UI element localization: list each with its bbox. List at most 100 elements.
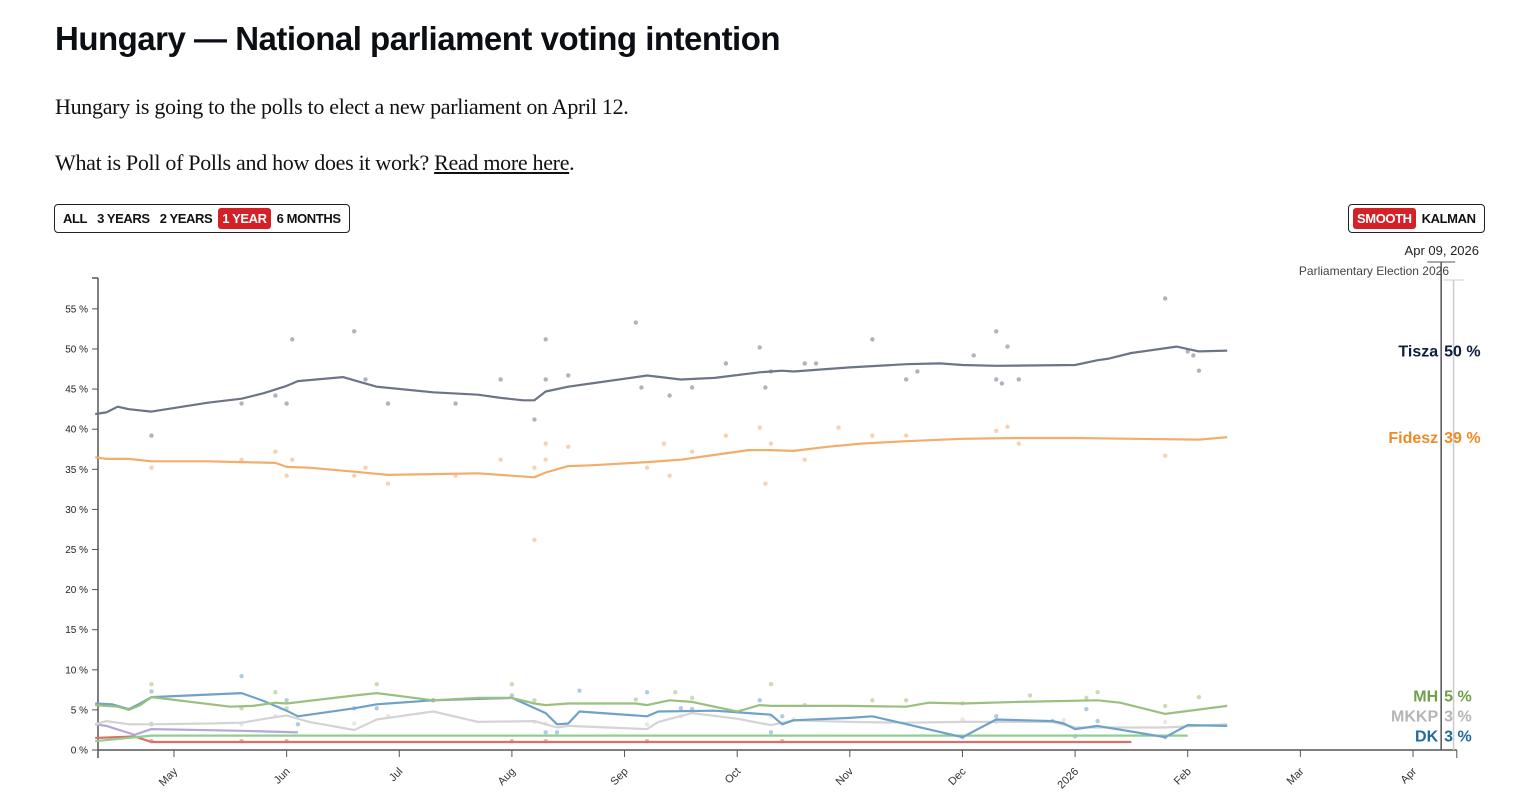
range-selector: ALL 3 YEARS 2 YEARS 1 YEAR 6 MONTHS — [54, 204, 350, 233]
poll-dot-mh — [532, 698, 537, 703]
poll-dot-mh — [673, 690, 678, 695]
poll-dot-mh — [149, 682, 154, 687]
poll-dot-fidesz — [689, 449, 695, 454]
poll-dot-tisza — [273, 393, 278, 398]
poll-dot-tisza — [1191, 353, 1196, 358]
range-1-year-button[interactable]: 1 YEAR — [218, 208, 271, 229]
poll-dot-fidesz — [543, 441, 548, 446]
end-label-tisza-name: Tisza — [1398, 344, 1438, 361]
poll-dot-tisza — [543, 337, 548, 342]
poll-dot-mkkp — [644, 722, 650, 727]
poll-dot-fidesz — [723, 433, 729, 438]
poll-dot-mh — [768, 682, 774, 687]
end-label-mh-value: 5 % — [1444, 688, 1472, 705]
poll-dot-tisza — [352, 329, 357, 334]
poll-dot-fidesz — [1163, 453, 1168, 458]
poll-dot-tisza — [633, 320, 639, 325]
poll-dot-tisza — [239, 401, 244, 406]
end-label-fidesz-value: 39 % — [1444, 430, 1480, 447]
poll-dot-fidesz — [543, 457, 548, 462]
y-tick-label: 40 % — [65, 425, 88, 436]
poll-dot-tisza — [385, 401, 391, 406]
poll-dot-dk — [1095, 718, 1100, 724]
poll-dot-dk — [554, 730, 560, 735]
poll-dot-fidesz — [644, 465, 650, 470]
x-tick-label: Nov — [834, 765, 857, 788]
poll-dot-tisza — [566, 373, 571, 378]
x-tick-label: Jun — [272, 766, 293, 787]
poll-dot-tisza — [689, 385, 695, 390]
poll-dot-tisza — [723, 361, 729, 366]
poll-dot-dk — [644, 690, 650, 695]
x-tick-label: May — [157, 765, 181, 789]
poll-dot-fidesz — [352, 473, 357, 478]
poll-dot-fidesz — [239, 457, 244, 462]
poll-dot-mh — [273, 690, 278, 695]
poll-dot-dk — [374, 706, 379, 711]
poll-dot-mh — [870, 698, 875, 703]
poll-dot-mh — [689, 695, 695, 701]
poll-dot-dk — [509, 693, 515, 698]
range-2-years-button[interactable]: 2 YEARS — [156, 208, 217, 229]
poll-dot-tisza — [994, 329, 999, 334]
smooth-button[interactable]: SMOOTH — [1353, 208, 1416, 229]
poll-dot-tisza — [971, 353, 976, 358]
end-label-mkkp-value: 3 % — [1444, 709, 1472, 726]
poll-dot-fidesz — [802, 457, 807, 462]
poll-dot-tisza — [903, 377, 909, 382]
kalman-button[interactable]: KALMAN — [1418, 208, 1480, 229]
poll-dot-fidesz — [667, 473, 672, 478]
poll-dot-fidesz — [870, 433, 875, 438]
poll-dot-fidesz — [763, 481, 768, 486]
trend-line-minor-party-red- — [95, 735, 1132, 744]
page-title: Hungary — National parliament voting int… — [55, 20, 781, 57]
end-label-fidesz-name: Fidesz — [1388, 430, 1438, 447]
poll-dot-dk — [284, 698, 289, 703]
poll-dot-tisza — [1163, 296, 1168, 301]
end-label-dk-value: 3 % — [1444, 729, 1472, 746]
x-tick-label: Feb — [1172, 766, 1194, 788]
info-suffix: . — [569, 150, 575, 175]
poll-dot-fidesz — [532, 537, 537, 543]
poll-dot-dk — [768, 730, 774, 735]
x-tick-label: Jul — [387, 766, 405, 784]
poll-dot-fidesz — [385, 481, 391, 486]
poll-dot-dk — [295, 722, 301, 727]
poll-dot-tisza — [453, 401, 458, 406]
date-markers: Apr 09, 2026 Parliamentary Election 2026 — [1299, 243, 1479, 750]
poll-dot-tisza — [763, 385, 768, 390]
poll-dot-tisza — [543, 377, 548, 382]
trend-line-tisza — [95, 345, 1228, 416]
range-all-button[interactable]: ALL — [59, 208, 91, 229]
poll-dot-dk — [780, 714, 785, 719]
poll-dot-dk — [757, 698, 762, 703]
poll-dot-tisza — [149, 433, 154, 438]
poll-dot-tisza — [813, 361, 819, 366]
info-text: What is Poll of Polls and how does it wo… — [55, 150, 575, 176]
end-label-mkkp-name: MKKP — [1391, 709, 1438, 726]
poll-dot-dk — [994, 714, 999, 719]
read-more-link[interactable]: Read more here — [434, 150, 570, 175]
trend-line-dk — [95, 692, 1228, 739]
election-marker-label: Parliamentary Election 2026 — [1299, 264, 1449, 278]
trend-line-mkkp — [94, 710, 1228, 732]
poll-dot-tisza — [870, 337, 875, 342]
poll-dot-fidesz — [768, 441, 774, 446]
poll-dot-tisza — [994, 377, 999, 382]
trend-line-minor-party-green- — [95, 734, 1188, 743]
poll-dot-mh — [374, 682, 379, 687]
poll-dot-mh — [903, 698, 909, 703]
y-tick-label: 20 % — [65, 585, 88, 596]
end-label-mh-name: MH — [1413, 688, 1438, 705]
range-3-years-button[interactable]: 3 YEARS — [93, 208, 154, 229]
poll-dot-fidesz — [994, 428, 999, 434]
poll-dot-fidesz — [284, 473, 289, 478]
poll-dot-dk — [543, 730, 548, 735]
poll-dot-mkkp — [352, 721, 357, 726]
poll-dot-fidesz — [1016, 441, 1021, 446]
y-tick-label: 10 % — [65, 665, 88, 676]
poll-dot-tisza — [1016, 377, 1021, 382]
poll-dot-mh — [1163, 703, 1168, 709]
range-6-months-button[interactable]: 6 MONTHS — [273, 208, 345, 229]
